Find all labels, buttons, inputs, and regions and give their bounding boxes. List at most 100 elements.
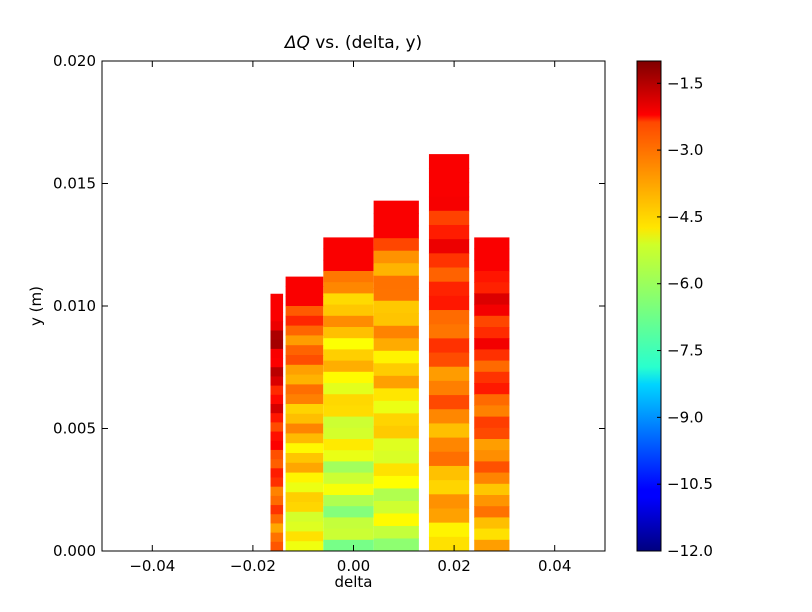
heatmap-cell [270, 486, 284, 497]
heatmap-cell [285, 462, 324, 474]
heatmap-cell [323, 282, 374, 294]
heatmap-cell [373, 513, 419, 527]
chart-title-rest: vs. (delta, y) [310, 33, 422, 53]
y-tick-label: 0.015 [53, 175, 96, 193]
colorbar-tick-label: −3.0 [667, 141, 703, 159]
heatmap-cell [323, 304, 374, 317]
heatmap-cell [285, 433, 324, 444]
x-tick-label: 0.00 [337, 557, 370, 575]
x-tick-label: −0.02 [230, 557, 276, 575]
heatmap-cell [428, 480, 470, 495]
heatmap-cell [285, 394, 324, 405]
heatmap-cell [270, 348, 284, 359]
heatmap-region [270, 293, 284, 551]
heatmap-cell [373, 400, 419, 414]
heatmap-cell [323, 427, 374, 440]
heatmap-cell [474, 405, 510, 418]
heatmap-cell [373, 488, 419, 502]
heatmap-cell [285, 541, 324, 551]
heatmap-cell [428, 409, 470, 425]
heatmap-cell [323, 495, 374, 507]
heatmap-cell [428, 508, 470, 524]
heatmap-cell [428, 281, 470, 297]
heatmap-cell [285, 472, 324, 483]
heatmap-cell [323, 349, 374, 362]
heatmap-cell [373, 200, 419, 214]
colorbar-tick-label: −1.5 [667, 74, 703, 92]
heatmap-cell [270, 404, 284, 414]
heatmap-cell [285, 276, 324, 287]
heatmap-cell [323, 371, 374, 384]
x-axis: −0.04 −0.02 0.00 0.02 0.04 [129, 61, 571, 575]
y-tick-label: 0.010 [53, 297, 96, 315]
heatmap-cell [323, 293, 374, 306]
heatmap-cell [285, 413, 324, 425]
colorbar-tick-label: −4.5 [667, 208, 703, 226]
heatmap-cell [270, 302, 284, 313]
heatmap-cell [428, 395, 470, 410]
heatmap-cell [323, 506, 374, 518]
heatmap-cell [373, 213, 419, 227]
heatmap-cell [474, 427, 510, 440]
heatmap-cell [428, 352, 470, 368]
heatmap-cell [373, 275, 419, 289]
heatmap-cell [428, 338, 470, 354]
heatmap-cell [323, 383, 374, 395]
heatmap-cell [285, 335, 324, 346]
heatmap-cell [285, 306, 324, 317]
heatmap-cell [270, 413, 284, 423]
heatmap-cell [373, 238, 419, 252]
heatmap-cell [428, 253, 470, 269]
heatmap-cell [474, 282, 510, 294]
heatmap-cell [285, 423, 324, 434]
y-tick-label: 0.020 [53, 52, 96, 70]
heatmap-cell [428, 366, 470, 382]
heatmap-cell [373, 425, 419, 439]
heatmap-cell [270, 431, 284, 442]
heatmap-cell [373, 363, 419, 377]
heatmap-cell [474, 293, 510, 306]
heatmap-cell [270, 514, 284, 525]
heatmap-cell [373, 225, 419, 239]
heatmap-cell [285, 453, 324, 464]
colorbar-tick-label: −10.5 [667, 475, 713, 493]
heatmap-cell [323, 539, 374, 551]
heatmap-cell [270, 541, 284, 551]
heatmap-cell [373, 288, 419, 302]
heatmap-cell [270, 440, 284, 451]
x-axis-title: delta [335, 573, 373, 591]
heatmap-cell [270, 468, 284, 479]
heatmap-region [474, 237, 510, 551]
heatmap-cell [323, 237, 374, 250]
heatmap-cell [474, 349, 510, 362]
heatmap-region [428, 154, 470, 551]
heatmap-cell [323, 315, 374, 328]
heatmap-cell [428, 536, 470, 551]
heatmap-cell [323, 248, 374, 261]
chart-title: ΔQ vs. (delta, y) [283, 33, 422, 53]
heatmap-cell [270, 532, 284, 543]
heatmap-cell [285, 521, 324, 532]
heatmap-cell [270, 367, 284, 378]
heatmap-cell [373, 413, 419, 427]
colorbar-tick-label: −6.0 [667, 275, 703, 293]
heatmap-cell [270, 358, 284, 368]
heatmap-cell [474, 271, 510, 283]
heatmap-cell [270, 459, 284, 469]
heatmap-cell [428, 182, 470, 198]
colorbar-tick-label: −9.0 [667, 408, 703, 426]
heatmap-cell [428, 437, 470, 453]
heatmap-cell [323, 271, 374, 283]
heatmap-cell [270, 505, 284, 515]
heatmap-cell [474, 360, 510, 373]
colorbar-frame [636, 60, 662, 552]
colorbar-tick-label: −12.0 [667, 542, 713, 560]
heatmap-cell [428, 295, 470, 311]
heatmap-cell [285, 364, 324, 376]
heatmap-cell [373, 463, 419, 477]
heatmap-cell [285, 325, 324, 336]
heatmap-cell [285, 315, 324, 327]
heatmap-cell [323, 259, 374, 272]
heatmap-cell [373, 325, 419, 339]
